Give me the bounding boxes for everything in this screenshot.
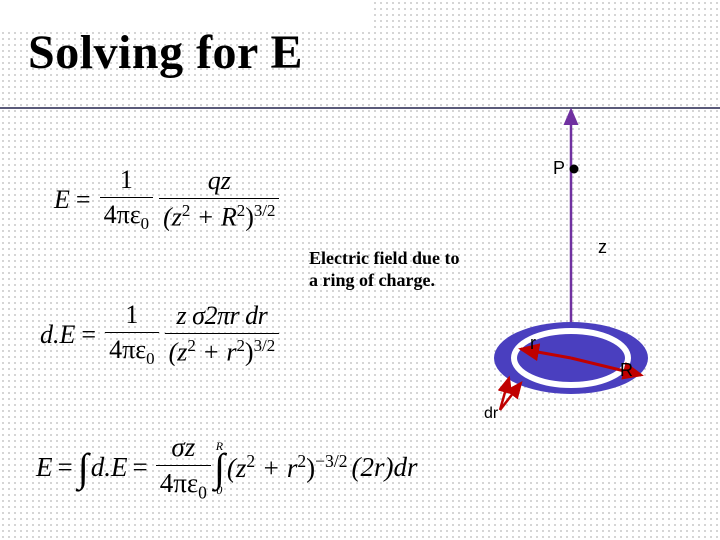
eq2-equals: =	[81, 320, 96, 350]
equation-E: E = 1 4πε0 qz (z2 + R2)3/2	[54, 165, 282, 234]
slide-title: Solving for E	[28, 28, 303, 78]
caption-line-2: a ring of charge.	[309, 270, 459, 292]
eq1-equals: =	[76, 185, 91, 215]
equation-dE: d.E = 1 4πε0 z σ2πr dr (z2 + r2)3/2	[40, 300, 282, 369]
label-R: R	[620, 360, 633, 381]
eq3-equals-2: =	[132, 452, 147, 483]
eq3-parenthesis: (z2 + r2)−3/2	[227, 451, 348, 484]
eq3-mid: d.E	[91, 452, 128, 483]
eq2-coulomb-factor: 1 4πε0	[105, 300, 159, 369]
title-accent-rect	[0, 0, 372, 28]
eq1-coulomb-factor: 1 4πε0	[100, 165, 154, 234]
label-P: P	[553, 158, 565, 179]
eq1-lhs: E	[54, 185, 70, 215]
eq3-equals-1: =	[58, 452, 73, 483]
eq3-lhs: E	[36, 452, 53, 483]
eq2-lhs: d.E	[40, 320, 75, 350]
eq1-rhs-fraction: qz (z2 + R2)3/2	[159, 166, 279, 233]
slide: Solving for E E = 1 4πε0 qz (z2 + R2)3/2…	[0, 0, 720, 540]
eq3-integral-1: ∫	[78, 440, 89, 496]
ring-charge-caption: Electric field due to a ring of charge.	[309, 248, 459, 291]
label-z: z	[598, 237, 607, 258]
equation-integral-E: E = ∫ d.E = σz 4πε0 R ∫ 0 (z2 + r2)−3/2 …	[36, 432, 417, 503]
title-block: Solving for E	[0, 0, 720, 120]
eq3-tail: (2r)dr	[351, 452, 417, 483]
title-underline	[0, 107, 720, 109]
label-dr: dr	[484, 405, 498, 423]
label-r: r	[530, 333, 536, 354]
eq3-integral-2: R ∫ 0	[214, 440, 225, 496]
caption-line-1: Electric field due to	[309, 248, 459, 270]
eq2-rhs-fraction: z σ2πr dr (z2 + r2)3/2	[165, 301, 280, 368]
eq3-sigma-z-factor: σz 4πε0	[156, 432, 211, 503]
